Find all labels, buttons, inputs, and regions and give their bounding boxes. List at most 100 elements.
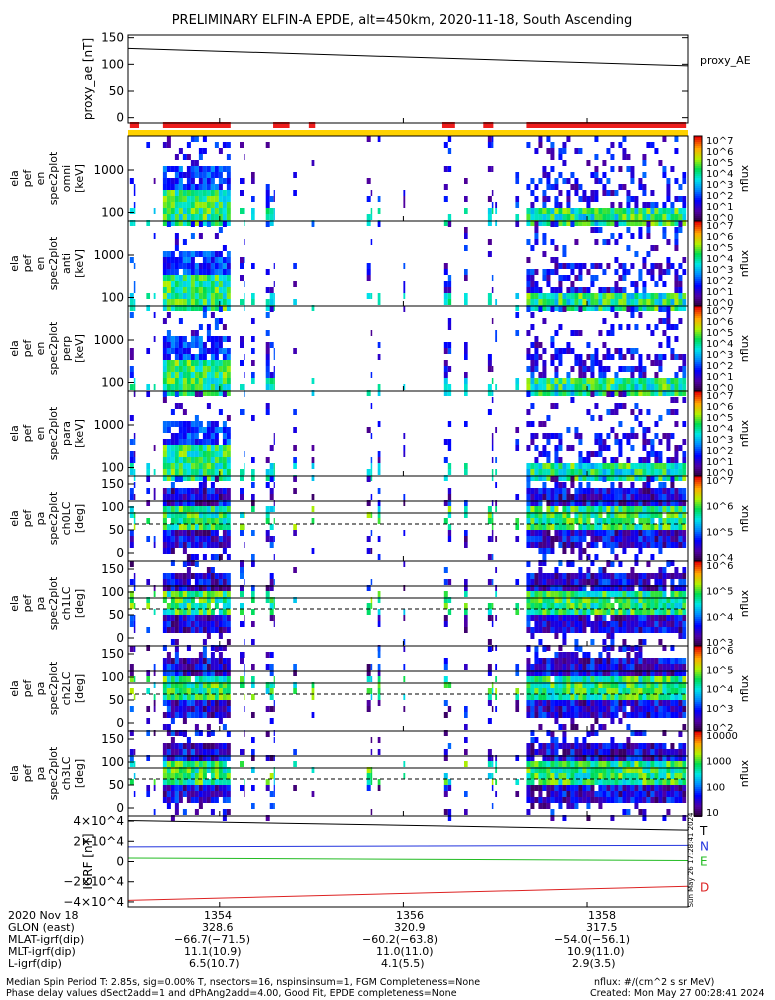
heatmap-cell bbox=[403, 263, 406, 269]
heatmap-cell bbox=[202, 615, 207, 621]
heatmap-cell bbox=[622, 615, 627, 621]
heatmap-cell bbox=[202, 627, 207, 633]
heatmap-cell bbox=[578, 360, 583, 366]
heatmap-cell bbox=[654, 293, 659, 299]
heatmap-cell bbox=[214, 233, 219, 239]
heatmap-cell bbox=[186, 360, 191, 366]
heatmap-cell bbox=[464, 506, 468, 512]
heatmap-cell bbox=[574, 536, 579, 542]
heatmap-cell bbox=[210, 257, 215, 263]
heatmap-cell bbox=[562, 797, 567, 803]
heatmap-cell bbox=[170, 512, 175, 518]
heatmap-cell bbox=[542, 512, 547, 518]
heatmap-cell bbox=[218, 706, 223, 712]
heatmap-cell bbox=[174, 378, 179, 384]
heatmap-cell bbox=[590, 305, 595, 311]
heatmap-cell bbox=[682, 305, 687, 311]
heatmap-cell bbox=[186, 518, 191, 524]
heatmap-cell bbox=[570, 700, 575, 706]
heatmap-cell bbox=[170, 755, 175, 761]
heatmap-cell bbox=[534, 148, 539, 154]
heatmap-cell bbox=[534, 773, 539, 779]
heatmap-cell bbox=[558, 658, 563, 664]
heatmap-cell bbox=[129, 530, 134, 536]
heatmap-cell bbox=[530, 305, 535, 311]
heatmap-cell bbox=[634, 378, 639, 384]
heatmap-cell bbox=[214, 275, 219, 281]
status-red-4 bbox=[441, 122, 455, 128]
heatmap-cell bbox=[594, 354, 599, 360]
heatmap-cell bbox=[206, 390, 211, 396]
heatmap-cell bbox=[546, 536, 551, 542]
heatmap-cell bbox=[162, 318, 167, 324]
heatmap-cell bbox=[566, 196, 571, 202]
heatmap-cell bbox=[515, 779, 520, 785]
heatmap-cell bbox=[240, 360, 244, 366]
heatmap-cell bbox=[222, 700, 227, 706]
heatmap-cell bbox=[182, 488, 187, 494]
heatmap-cell bbox=[377, 700, 381, 706]
heatmap-cell bbox=[618, 646, 623, 652]
heatmap-cell bbox=[491, 475, 494, 481]
heatmap-cell bbox=[222, 245, 227, 251]
heatmap-cell bbox=[598, 469, 603, 475]
heatmap-cell bbox=[642, 214, 647, 220]
heatmap-cell bbox=[166, 670, 171, 676]
heatmap-cell bbox=[244, 639, 245, 645]
heatmap-cell bbox=[206, 475, 211, 481]
heatmap-cell bbox=[222, 257, 227, 263]
heatmap-cell bbox=[638, 591, 643, 597]
heatmap-cell bbox=[194, 463, 199, 469]
heatmap-cell bbox=[570, 579, 575, 585]
heatmap-cell bbox=[602, 287, 607, 293]
heatmap-cell bbox=[530, 803, 535, 809]
heatmap-cell bbox=[606, 652, 611, 658]
heatmap-cell bbox=[226, 433, 231, 439]
heatmap-cell bbox=[218, 360, 223, 366]
heatmap-cell bbox=[162, 196, 167, 202]
heatmap-cell bbox=[622, 269, 627, 275]
heatmap-cell bbox=[634, 554, 639, 560]
heatmap-cell bbox=[530, 755, 535, 761]
heatmap-cell bbox=[586, 712, 591, 718]
heatmap-cell bbox=[222, 324, 227, 330]
heatmap-cell bbox=[186, 767, 191, 773]
heatmap-cell bbox=[162, 257, 167, 263]
heatmap-cell bbox=[129, 591, 134, 597]
heatmap-cell bbox=[370, 597, 373, 603]
heatmap-cell bbox=[377, 670, 381, 676]
heatmap-cell bbox=[129, 536, 134, 542]
heatmap-cell bbox=[487, 220, 492, 226]
heatmap-cell bbox=[626, 761, 631, 767]
heatmap-cell bbox=[526, 494, 531, 500]
heatmap-cell bbox=[269, 476, 274, 482]
heatmap-cell bbox=[594, 712, 599, 718]
heatmap-cell bbox=[251, 263, 255, 269]
heatmap-cell bbox=[602, 463, 607, 469]
heatmap-cell bbox=[638, 312, 643, 318]
heatmap-cell bbox=[610, 214, 615, 220]
heatmap-cell bbox=[610, 694, 615, 700]
heatmap-cell bbox=[666, 445, 671, 451]
heatmap-cell bbox=[674, 378, 679, 384]
heatmap-cell bbox=[218, 688, 223, 694]
heatmap-cell bbox=[182, 536, 187, 542]
heatmap-cell bbox=[562, 724, 567, 730]
heatmap-cell bbox=[186, 299, 191, 305]
heatmap-cell bbox=[578, 761, 583, 767]
heatmap-cell bbox=[491, 378, 494, 384]
heatmap-cell bbox=[170, 718, 175, 724]
heatmap-cell bbox=[166, 275, 171, 281]
heatmap-cell bbox=[614, 658, 619, 664]
heatmap-cell bbox=[582, 366, 587, 372]
heatmap-cell bbox=[542, 494, 547, 500]
heatmap-cell bbox=[682, 500, 687, 506]
heatmap-cell bbox=[662, 384, 667, 390]
heatmap-cell bbox=[530, 530, 535, 536]
heatmap-cell bbox=[293, 524, 297, 530]
heatmap-cell bbox=[658, 275, 663, 281]
heatmap-cell bbox=[586, 664, 591, 670]
heatmap-cell bbox=[626, 293, 631, 299]
heatmap-cell bbox=[674, 488, 679, 494]
heatmap-cell bbox=[194, 603, 199, 609]
